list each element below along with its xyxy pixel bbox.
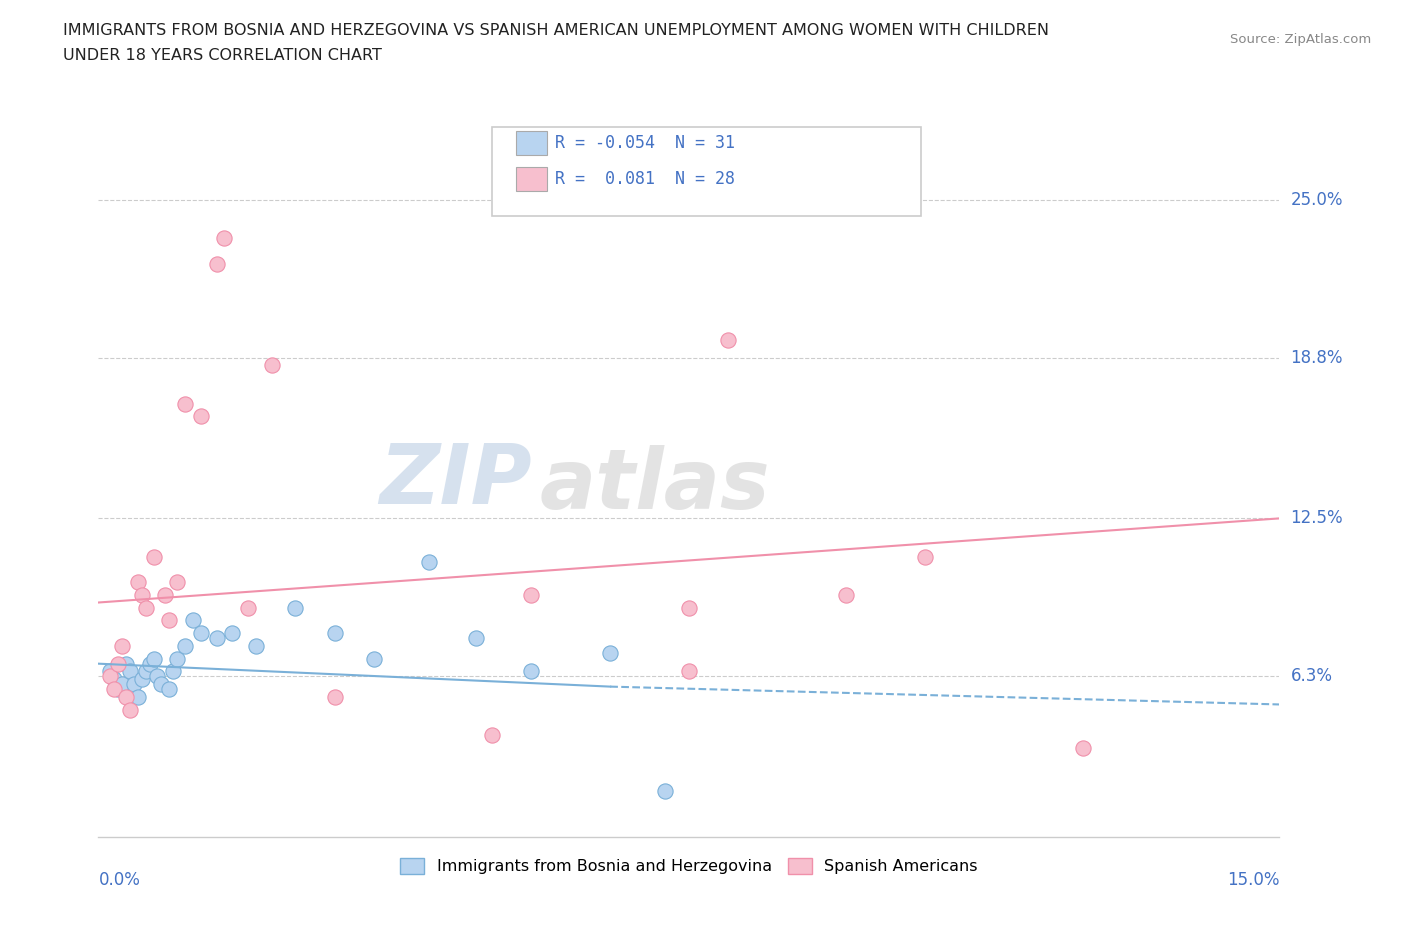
Point [111,638,134,653]
Text: 18.8%: 18.8% [1291,349,1343,366]
Point [654,784,676,799]
Text: 25.0%: 25.0% [1291,191,1343,208]
Point [166,575,188,590]
Point [118,702,141,717]
Point [260,358,283,373]
Point [162,664,184,679]
Point [98,664,121,679]
Point [142,550,165,565]
Point [131,588,153,603]
Point [111,677,134,692]
Point [1071,740,1094,755]
Point [190,409,212,424]
Point [146,669,169,684]
Point [835,588,858,603]
Point [678,664,700,679]
Point [138,657,160,671]
Text: ZIP: ZIP [378,440,531,521]
Point [236,600,259,615]
Point [481,727,503,742]
Point [131,671,153,686]
Point [323,689,346,704]
Text: 0.0%: 0.0% [98,871,141,889]
Point [174,638,197,653]
Point [103,682,125,697]
Point [214,231,236,246]
Point [118,664,141,679]
Text: Source: ZipAtlas.com: Source: ZipAtlas.com [1230,33,1371,46]
Point [520,588,543,603]
Point [363,651,385,666]
Point [181,613,204,628]
Point [103,671,125,686]
Point [107,657,129,671]
Point [98,669,121,684]
Text: IMMIGRANTS FROM BOSNIA AND HERZEGOVINA VS SPANISH AMERICAN UNEMPLOYMENT AMONG WO: IMMIGRANTS FROM BOSNIA AND HERZEGOVINA V… [63,23,1049,38]
Point [142,651,165,666]
Point [115,689,138,704]
Point [115,657,138,671]
Point [323,626,346,641]
Point [157,682,180,697]
Point [150,677,173,692]
Point [166,651,188,666]
Text: atlas: atlas [540,445,770,525]
Point [418,554,440,569]
Point [205,256,228,271]
Point [157,613,180,628]
Text: R = -0.054  N = 31: R = -0.054 N = 31 [555,134,735,153]
Point [284,600,307,615]
Point [221,626,243,641]
Point [135,664,157,679]
Text: R =  0.081  N = 28: R = 0.081 N = 28 [555,170,735,188]
Point [717,333,740,348]
Point [127,689,149,704]
Point [599,646,621,661]
Point [678,600,700,615]
Point [245,638,267,653]
Text: 6.3%: 6.3% [1291,668,1333,685]
Point [190,626,212,641]
Point [107,682,129,697]
Point [520,664,543,679]
Text: 12.5%: 12.5% [1291,510,1343,527]
Point [155,588,177,603]
Point [122,677,145,692]
Point [205,631,228,645]
Text: UNDER 18 YEARS CORRELATION CHART: UNDER 18 YEARS CORRELATION CHART [63,48,382,63]
Text: 15.0%: 15.0% [1227,871,1279,889]
Point [174,396,197,411]
Point [914,550,936,565]
Point [135,600,157,615]
Legend: Immigrants from Bosnia and Herzegovina, Spanish Americans: Immigrants from Bosnia and Herzegovina, … [394,851,984,881]
Point [127,575,149,590]
Point [465,631,488,645]
